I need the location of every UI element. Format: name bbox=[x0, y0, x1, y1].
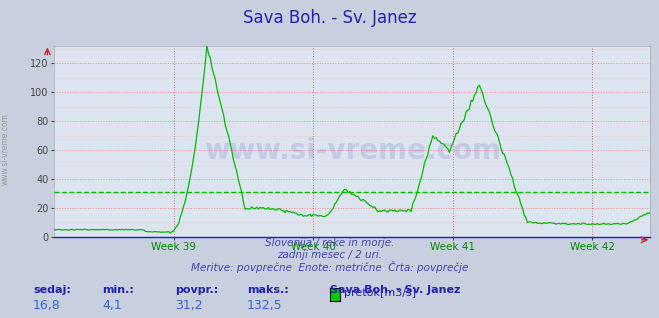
Text: Sava Boh. - Sv. Janez: Sava Boh. - Sv. Janez bbox=[330, 285, 460, 294]
Text: 16,8: 16,8 bbox=[33, 299, 61, 312]
Text: www.si-vreme.com: www.si-vreme.com bbox=[1, 114, 10, 185]
Text: zadnji mesec / 2 uri.: zadnji mesec / 2 uri. bbox=[277, 250, 382, 259]
Text: www.si-vreme.com: www.si-vreme.com bbox=[204, 137, 501, 165]
Text: sedaj:: sedaj: bbox=[33, 285, 71, 294]
Text: pretok[m3/s]: pretok[m3/s] bbox=[344, 287, 416, 298]
Text: min.:: min.: bbox=[102, 285, 134, 294]
Text: maks.:: maks.: bbox=[247, 285, 289, 294]
Text: Slovenija / reke in morje.: Slovenija / reke in morje. bbox=[265, 238, 394, 248]
Text: povpr.:: povpr.: bbox=[175, 285, 218, 294]
Text: Meritve: povprečne  Enote: metrične  Črta: povprečje: Meritve: povprečne Enote: metrične Črta:… bbox=[191, 261, 468, 273]
Text: 31,2: 31,2 bbox=[175, 299, 202, 312]
Text: Sava Boh. - Sv. Janez: Sava Boh. - Sv. Janez bbox=[243, 9, 416, 27]
Text: 132,5: 132,5 bbox=[247, 299, 283, 312]
Text: 4,1: 4,1 bbox=[102, 299, 122, 312]
